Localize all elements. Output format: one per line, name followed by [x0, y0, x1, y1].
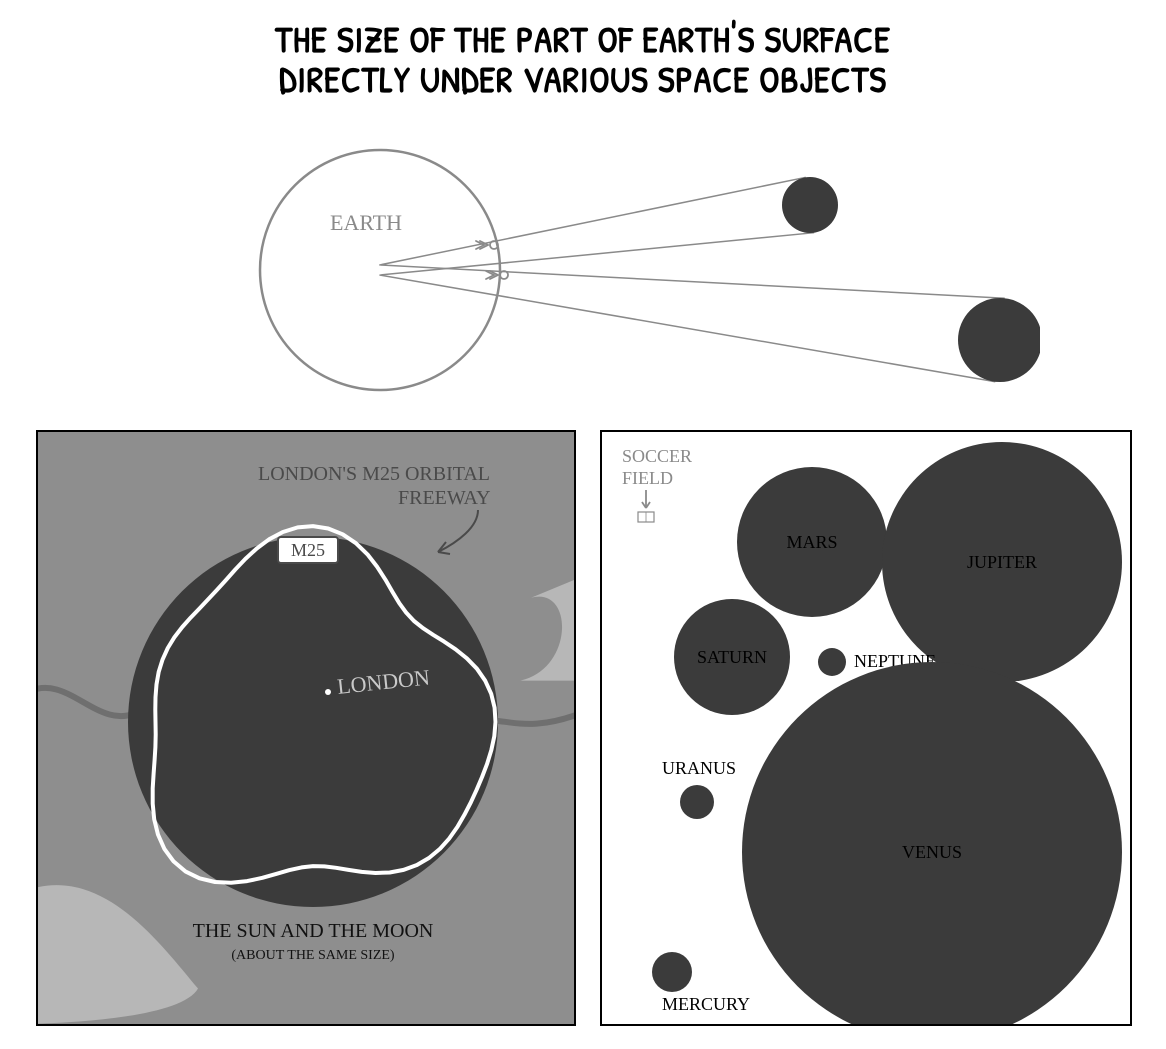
soccer-label-line1: SOCCER — [622, 446, 692, 466]
tangent-line — [381, 265, 1005, 298]
planet-label-jupiter: JUPITER — [967, 552, 1037, 572]
planet-uranus — [680, 785, 714, 819]
planet-label-saturn: SATURN — [697, 647, 767, 667]
page-title: THE SIZE OF THE PART OF EARTH'S SURFACE … — [0, 20, 1166, 99]
comic-page: THE SIZE OF THE PART OF EARTH'S SURFACE … — [0, 0, 1166, 1049]
tangent-line — [379, 275, 995, 382]
sun-moon-caption-line1: THE SUN AND THE MOON — [193, 920, 434, 942]
top-diagram-svg: EARTH — [200, 135, 1040, 420]
planet-label-mercury: MERCURY — [662, 994, 750, 1014]
title-line-2: DIRECTLY UNDER VARIOUS SPACE OBJECTS — [0, 60, 1166, 100]
planet-neptune — [818, 648, 846, 676]
london-panel: M25LONDON'S M25 ORBITALFREEWAYLONDONTHE … — [36, 430, 576, 1026]
planets-svg: SOCCERFIELDMARSJUPITERSATURNNEPTUNEURANU… — [602, 432, 1130, 1024]
planet-mercury — [652, 952, 692, 992]
earth-label: EARTH — [330, 210, 402, 235]
planets-panel: SOCCERFIELDMARSJUPITERSATURNNEPTUNEURANU… — [600, 430, 1132, 1026]
freeway-label-line2: FREEWAY — [398, 487, 491, 509]
sun-moon-caption-line2: (ABOUT THE SAME SIZE) — [231, 948, 395, 963]
title-line-1: THE SIZE OF THE PART OF EARTH'S SURFACE — [0, 20, 1166, 60]
space-object-0 — [782, 177, 838, 233]
london-dot — [325, 689, 331, 695]
planet-label-venus: VENUS — [902, 842, 962, 862]
planet-label-mars: MARS — [786, 532, 837, 552]
top-diagram: EARTH — [200, 135, 1040, 420]
m25-badge-text: M25 — [291, 540, 325, 560]
soccer-label-line2: FIELD — [622, 468, 673, 488]
freeway-label-line1: LONDON'S M25 ORBITAL — [258, 463, 490, 485]
tangent-line — [379, 177, 806, 265]
sun-moon-circle — [128, 537, 498, 907]
london-svg: M25LONDON'S M25 ORBITALFREEWAYLONDONTHE … — [38, 432, 574, 1024]
space-object-1 — [958, 298, 1040, 382]
planet-label-uranus: URANUS — [662, 758, 736, 778]
